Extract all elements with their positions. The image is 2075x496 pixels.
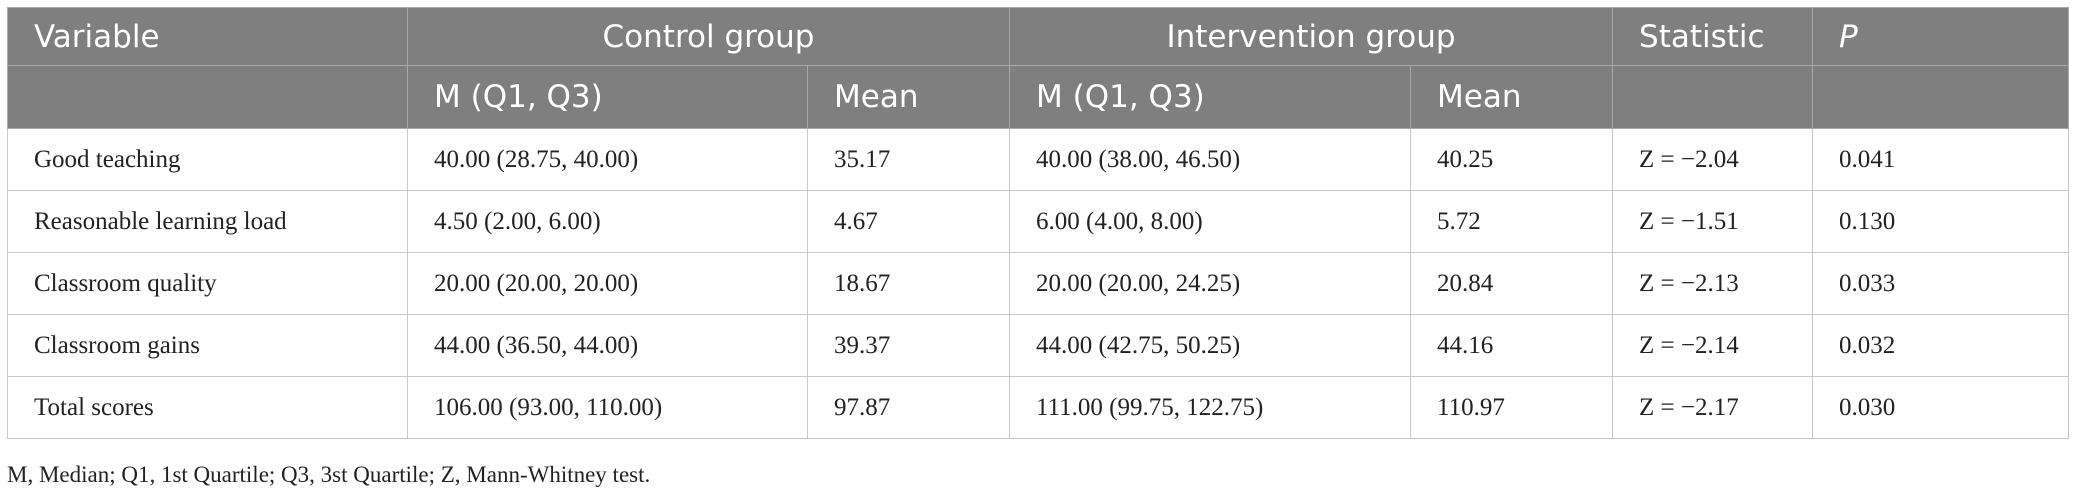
header-row: M (Q1, Q3) Mean M (Q1, Q3) Mean bbox=[7, 65, 2070, 129]
table-cell: 97.87 bbox=[806, 376, 1011, 439]
table-cell: 6.00 (4.00, 8.00) bbox=[1009, 190, 1412, 253]
table-cell: 110.97 bbox=[1410, 376, 1614, 439]
table-cell: Total scores bbox=[7, 376, 408, 439]
table-cell: Z = −2.04 bbox=[1612, 128, 1814, 191]
table-row: Classroom quality 20.00 (20.00, 20.00) 18.… bbox=[7, 252, 2070, 315]
table-cell: 0.032 bbox=[1812, 314, 2070, 377]
header-cell bbox=[1812, 65, 2070, 129]
table-cell: 20.00 (20.00, 24.25) bbox=[1009, 252, 1412, 315]
table-cell: 4.50 (2.00, 6.00) bbox=[407, 190, 808, 253]
header-cell bbox=[7, 65, 408, 129]
table-header: Variable Control group Intervention grou… bbox=[7, 7, 2070, 129]
table-cell: 40.00 (28.75, 40.00) bbox=[407, 128, 808, 191]
table-cell: 0.033 bbox=[1812, 252, 2070, 315]
table-cell: Z = −2.14 bbox=[1612, 314, 1814, 377]
table-row: Reasonable learning load 4.50 (2.00, 6.00… bbox=[7, 190, 2070, 253]
table-cell: 0.130 bbox=[1812, 190, 2070, 253]
table-cell: Classroom gains bbox=[7, 314, 408, 377]
table-cell: Classroom quality bbox=[7, 252, 408, 315]
table-cell: 20.84 bbox=[1410, 252, 1614, 315]
header-cell: Control group bbox=[406, 7, 1011, 66]
table-cell: 39.37 bbox=[806, 314, 1011, 377]
header-cell: P bbox=[1812, 7, 2070, 66]
table-cell: 44.00 (36.50, 44.00) bbox=[407, 314, 808, 377]
table-cell: 5.72 bbox=[1410, 190, 1614, 253]
results-table: Variable Control group Intervention grou… bbox=[7, 7, 2070, 439]
header-cell: Mean bbox=[1410, 65, 1614, 129]
table-cell: Reasonable learning load bbox=[7, 190, 408, 253]
table-cell: 44.00 (42.75, 50.25) bbox=[1009, 314, 1412, 377]
table-row: Good teaching 40.00 (28.75, 40.00) 35.17 40… bbox=[7, 128, 2070, 191]
header-cell bbox=[1612, 65, 1814, 129]
header-cell: Statistic bbox=[1612, 7, 1814, 66]
table-cell: 44.16 bbox=[1410, 314, 1614, 377]
table-cell: 0.041 bbox=[1812, 128, 2070, 191]
table-cell: 0.030 bbox=[1812, 376, 2070, 439]
table-cell: 35.17 bbox=[806, 128, 1011, 191]
header-row: Variable Control group Intervention grou… bbox=[7, 7, 2070, 66]
table-cell: 4.67 bbox=[806, 190, 1011, 253]
table-cell: 40.00 (38.00, 46.50) bbox=[1009, 128, 1412, 191]
table-cell: 106.00 (93.00, 110.00) bbox=[407, 376, 808, 439]
table-body: Good teaching 40.00 (28.75, 40.00) 35.17 40… bbox=[7, 128, 2070, 439]
header-cell: Intervention group bbox=[1009, 7, 1614, 66]
table-cell: 111.00 (99.75, 122.75) bbox=[1009, 376, 1412, 439]
table-cell: 40.25 bbox=[1410, 128, 1614, 191]
table-cell: Z = −2.17 bbox=[1612, 376, 1814, 439]
table-cell: 18.67 bbox=[806, 252, 1011, 315]
table-row: Classroom gains 44.00 (36.50, 44.00) 39.37… bbox=[7, 314, 2070, 377]
table-cell: 20.00 (20.00, 20.00) bbox=[407, 252, 808, 315]
header-cell: M (Q1, Q3) bbox=[407, 65, 808, 129]
header-cell: M (Q1, Q3) bbox=[1009, 65, 1412, 129]
table-cell: Good teaching bbox=[7, 128, 408, 191]
table-row: Total scores 106.00 (93.00, 110.00) 97.87 1… bbox=[7, 376, 2070, 439]
table-cell: Z = −1.51 bbox=[1612, 190, 1814, 253]
header-cell: Variable bbox=[7, 7, 408, 66]
table-cell: Z = −2.13 bbox=[1612, 252, 1814, 315]
header-cell: Mean bbox=[806, 65, 1011, 129]
footnote: M, Median; Q1, 1st Quartile; Q3, 3st Qua… bbox=[7, 462, 651, 487]
